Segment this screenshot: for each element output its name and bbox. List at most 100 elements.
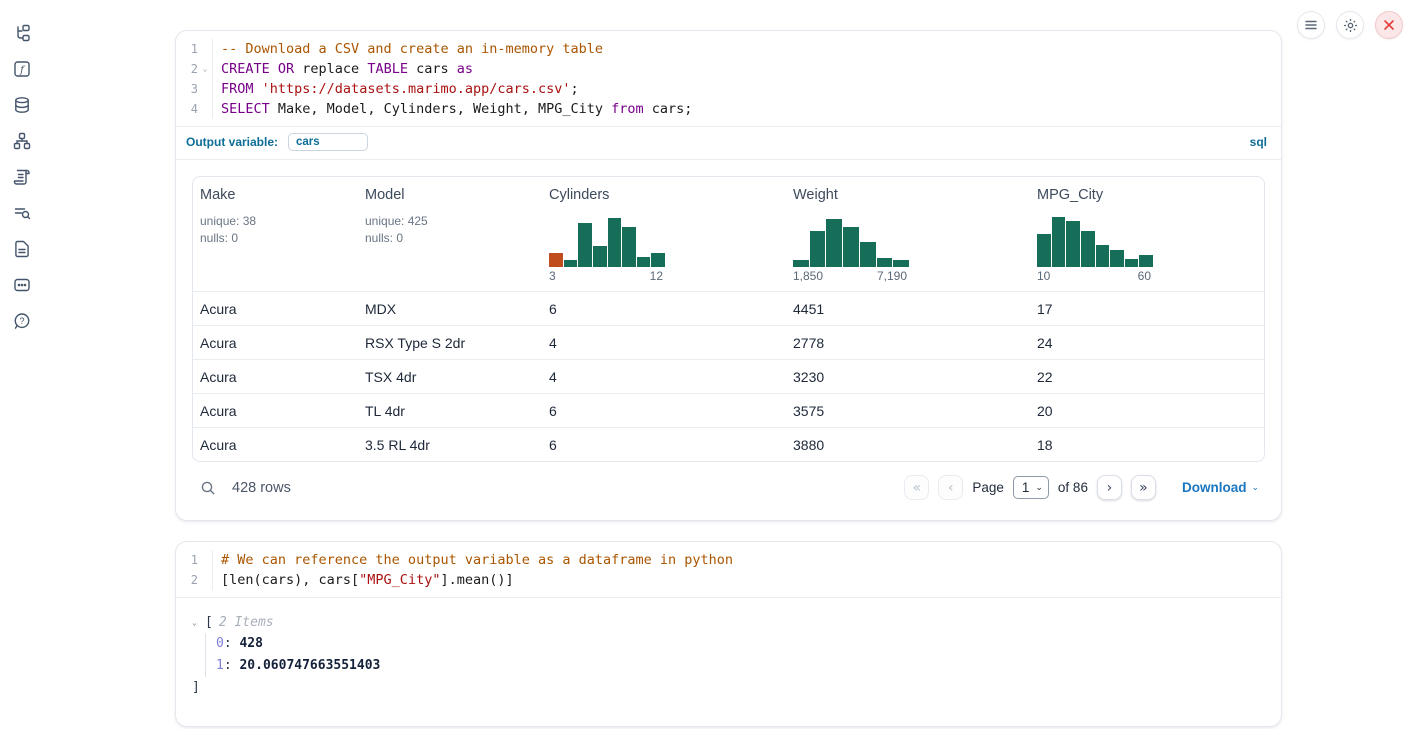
column-label[interactable]: Model — [365, 187, 534, 203]
prev-page-button[interactable]: ‹ — [938, 475, 963, 500]
column-header-weight: Weight 1,850 7,190 — [786, 187, 1030, 291]
column-label[interactable]: Weight — [793, 187, 1022, 203]
download-label: Download — [1182, 480, 1247, 495]
histogram-bar — [608, 218, 622, 267]
code-text[interactable]: SELECT Make, Model, Cylinders, Weight, M… — [212, 99, 1281, 119]
histogram-bar — [860, 242, 876, 267]
code-line[interactable]: 2 ⌄ CREATE OR replace TABLE cars as — [176, 59, 1281, 79]
left-sidebar: f — [0, 0, 44, 729]
chevron-down-icon: ⌄ — [1251, 482, 1259, 493]
file-explorer-icon[interactable] — [13, 24, 31, 42]
fold-chevron-icon — [198, 79, 212, 99]
download-button[interactable]: Download ⌄ — [1182, 480, 1259, 495]
fold-chevron-icon[interactable]: ⌄ — [198, 59, 212, 79]
cell-model: MDX — [358, 292, 542, 325]
output-variable-input[interactable] — [288, 133, 368, 151]
histogram-bar — [1037, 234, 1051, 267]
code-line[interactable]: 1 # We can reference the output variable… — [176, 550, 1281, 570]
code-text[interactable]: CREATE OR replace TABLE cars as — [212, 59, 1281, 79]
column-label[interactable]: MPG_City — [1037, 187, 1256, 203]
sql-cell-output: Make unique: 38 nulls: 0 Model unique: 4… — [176, 160, 1281, 520]
histogram-bar — [622, 227, 636, 267]
code-text[interactable]: [len(cars), cars["MPG_City"].mean()] — [212, 570, 1281, 590]
fold-chevron-icon — [198, 550, 212, 570]
code-line[interactable]: 4 SELECT Make, Model, Cylinders, Weight,… — [176, 99, 1281, 119]
column-nulls-stat: nulls: 0 — [365, 230, 534, 247]
fold-chevron-icon — [198, 570, 212, 590]
svg-text:f: f — [19, 65, 26, 76]
histogram-bar — [651, 253, 665, 267]
hist-max-label: 12 — [650, 269, 663, 283]
cell-make: Acura — [193, 394, 358, 427]
sql-comment: -- Download a CSV and create an in-memor… — [221, 41, 603, 57]
cell-model: TSX 4dr — [358, 360, 542, 393]
help-icon[interactable]: ? — [13, 312, 31, 330]
column-unique-stat: unique: 38 — [200, 213, 350, 230]
histogram-bar — [1110, 250, 1124, 267]
variables-icon[interactable]: f — [13, 60, 31, 78]
cell-weight: 3575 — [786, 394, 1030, 427]
snippets-icon[interactable] — [13, 276, 31, 294]
last-page-button[interactable]: » — [1131, 475, 1156, 500]
sql-token: Make, Model, Cylinders, Weight, MPG_City — [270, 101, 611, 117]
histogram-bar — [877, 258, 893, 267]
histogram-bar — [793, 260, 809, 267]
data-sources-icon[interactable] — [13, 96, 31, 114]
histogram-bar — [1081, 231, 1095, 267]
sql-code-editor[interactable]: 1 -- Download a CSV and create an in-mem… — [176, 31, 1281, 127]
cell-cylinders: 6 — [542, 292, 786, 325]
table-row: Acura MDX 6 4451 17 — [193, 291, 1264, 325]
column-unique-stat: unique: 425 — [365, 213, 534, 230]
item-colon: : — [224, 636, 240, 651]
column-label[interactable]: Make — [200, 187, 350, 203]
code-text[interactable]: FROM 'https://datasets.marimo.app/cars.c… — [212, 79, 1281, 99]
close-button[interactable] — [1375, 11, 1403, 39]
line-number: 2 — [176, 570, 198, 590]
output-variable-row: Output variable: sql — [176, 127, 1281, 160]
code-text[interactable]: # We can reference the output variable a… — [212, 550, 1281, 570]
sql-string: 'https://datasets.marimo.app/cars.csv' — [262, 81, 571, 97]
column-label[interactable]: Cylinders — [549, 187, 778, 203]
table-header: Make unique: 38 nulls: 0 Model unique: 4… — [193, 177, 1264, 291]
cell-make: Acura — [193, 360, 358, 393]
cylinders-histogram[interactable]: 3 12 — [549, 215, 665, 283]
histogram-bar — [637, 257, 651, 267]
items-count-label: 2 Items — [219, 612, 274, 633]
sql-token: cars — [408, 61, 457, 77]
python-cell-output: ⌄ [ 2 Items 0: 428 1: 20.060747663551403… — [176, 598, 1281, 726]
code-text[interactable]: -- Download a CSV and create an in-memor… — [212, 39, 1281, 59]
logs-icon[interactable] — [13, 204, 31, 222]
code-line[interactable]: 2 [len(cars), cars["MPG_City"].mean()] — [176, 570, 1281, 590]
hist-min-label: 10 — [1037, 269, 1050, 283]
code-line[interactable]: 1 -- Download a CSV and create an in-mem… — [176, 39, 1281, 59]
dependency-graph-icon[interactable] — [13, 132, 31, 150]
notebook: 1 -- Download a CSV and create an in-mem… — [175, 30, 1282, 727]
cell-model: TL 4dr — [358, 394, 542, 427]
weight-histogram[interactable]: 1,850 7,190 — [793, 215, 909, 283]
code-line[interactable]: 3 FROM 'https://datasets.marimo.app/cars… — [176, 79, 1281, 99]
menu-button[interactable] — [1297, 11, 1325, 39]
column-header-make: Make unique: 38 nulls: 0 — [193, 187, 358, 291]
sql-cell: 1 -- Download a CSV and create an in-mem… — [175, 30, 1282, 521]
python-cell: 1 # We can reference the output variable… — [175, 541, 1282, 727]
cell-cylinders: 4 — [542, 360, 786, 393]
histogram-bar — [1096, 245, 1110, 267]
search-icon[interactable] — [200, 480, 216, 496]
hist-max-label: 60 — [1138, 269, 1151, 283]
documentation-icon[interactable] — [13, 240, 31, 258]
page-total-label: of 86 — [1058, 480, 1088, 495]
scratchpad-icon[interactable] — [13, 168, 31, 186]
cell-mpg-city: 20 — [1030, 394, 1264, 427]
table-row: Acura RSX Type S 2dr 4 2778 24 — [193, 325, 1264, 359]
mpg-city-histogram[interactable]: 10 60 — [1037, 215, 1153, 283]
cell-weight: 2778 — [786, 326, 1030, 359]
sql-keyword: SELECT — [221, 101, 270, 117]
item-colon: : — [224, 658, 240, 673]
settings-gear-button[interactable] — [1336, 11, 1364, 39]
page-select[interactable]: 1 ⌄ — [1013, 476, 1049, 499]
first-page-button[interactable]: « — [904, 475, 929, 500]
python-code-editor[interactable]: 1 # We can reference the output variable… — [176, 542, 1281, 598]
next-page-button[interactable]: › — [1097, 475, 1122, 500]
cell-make: Acura — [193, 292, 358, 325]
collapse-chevron-icon[interactable]: ⌄ — [192, 612, 205, 633]
